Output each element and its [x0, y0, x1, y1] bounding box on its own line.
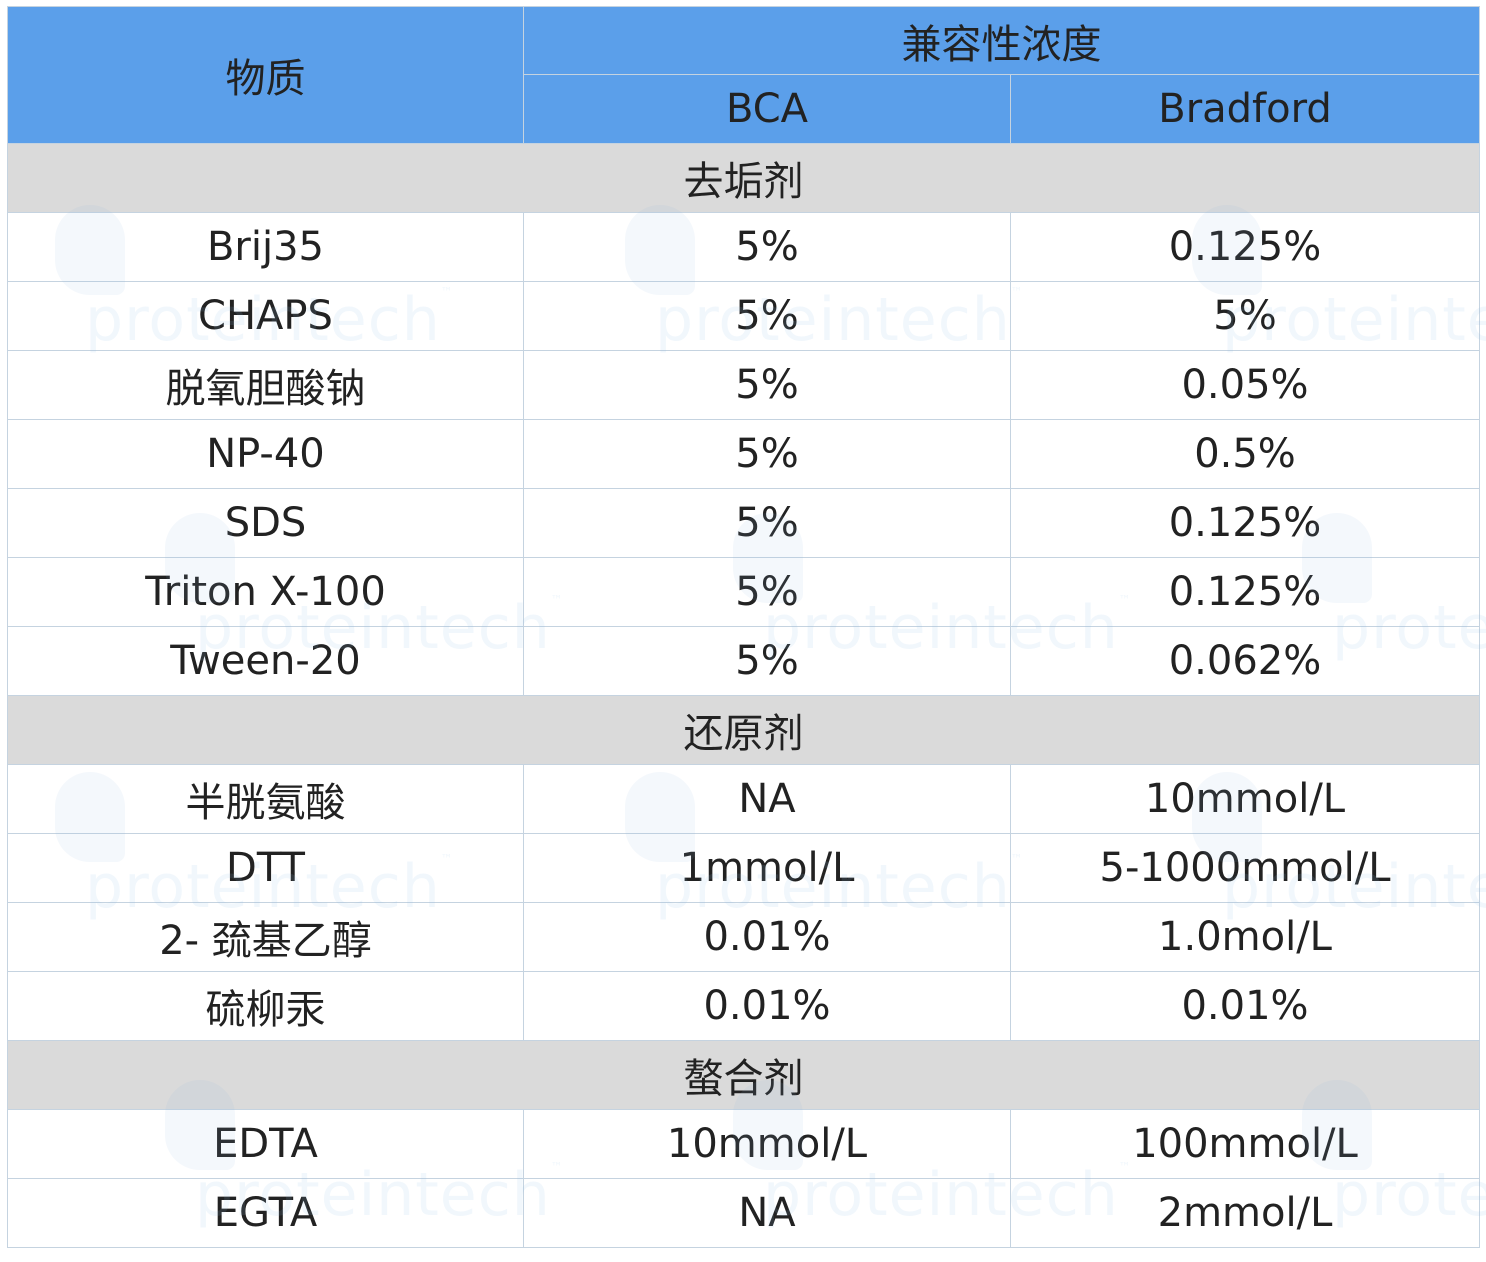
table-row: CHAPS 5% 5% — [7, 281, 1480, 351]
substance-cell: 脱氧胆酸钠 — [7, 350, 524, 420]
substance-cell: 半胱氨酸 — [7, 764, 524, 834]
substance-cell: 硫柳汞 — [7, 971, 524, 1041]
substance-cell: Brij35 — [7, 212, 524, 282]
header-bca: BCA — [523, 74, 1011, 144]
bradford-cell: 0.125% — [1010, 488, 1480, 558]
table-row: 脱氧胆酸钠 5% 0.05% — [7, 350, 1480, 420]
bradford-cell: 0.5% — [1010, 419, 1480, 489]
bca-cell: 10mmol/L — [523, 1109, 1011, 1179]
table-row: Brij35 5% 0.125% — [7, 212, 1480, 282]
substance-cell: Tween-20 — [7, 626, 524, 696]
substance-cell: SDS — [7, 488, 524, 558]
table-row: 2- 巯基乙醇 0.01% 1.0mol/L — [7, 902, 1480, 972]
header-substance: 物质 — [7, 6, 524, 144]
table-row: Triton X-100 5% 0.125% — [7, 557, 1480, 627]
bradford-cell: 10mmol/L — [1010, 764, 1480, 834]
bca-cell: 5% — [523, 626, 1011, 696]
category-label: 螯合剂 — [7, 1040, 1480, 1110]
table-row: SDS 5% 0.125% — [7, 488, 1480, 558]
substance-cell: EDTA — [7, 1109, 524, 1179]
substance-cell: CHAPS — [7, 281, 524, 351]
bca-cell: 5% — [523, 419, 1011, 489]
category-label: 还原剂 — [7, 695, 1480, 765]
table-row: NP-40 5% 0.5% — [7, 419, 1480, 489]
table-header: 物质 兼容性浓度 BCA Bradford — [7, 6, 1480, 144]
bca-cell: 1mmol/L — [523, 833, 1011, 903]
substance-cell: Triton X-100 — [7, 557, 524, 627]
table-body: 去垢剂 Brij35 5% 0.125% CHAPS 5% 5% 脱氧胆酸钠 5… — [7, 143, 1480, 1248]
bca-cell: 0.01% — [523, 902, 1011, 972]
category-row: 还原剂 — [7, 695, 1480, 765]
table-row: Tween-20 5% 0.062% — [7, 626, 1480, 696]
substance-cell: DTT — [7, 833, 524, 903]
bradford-cell: 0.05% — [1010, 350, 1480, 420]
bradford-cell: 0.125% — [1010, 212, 1480, 282]
substance-cell: EGTA — [7, 1178, 524, 1248]
substance-cell: 2- 巯基乙醇 — [7, 902, 524, 972]
bca-cell: 5% — [523, 212, 1011, 282]
bca-cell: 5% — [523, 557, 1011, 627]
header-bradford: Bradford — [1010, 74, 1480, 144]
compatibility-table: 物质 兼容性浓度 BCA Bradford 去垢剂 Brij35 5% 0.12… — [7, 6, 1480, 1248]
substance-cell: NP-40 — [7, 419, 524, 489]
bradford-cell: 0.125% — [1010, 557, 1480, 627]
category-label: 去垢剂 — [7, 143, 1480, 213]
table-row: EGTA NA 2mmol/L — [7, 1178, 1480, 1248]
bca-cell: NA — [523, 764, 1011, 834]
bradford-cell: 5% — [1010, 281, 1480, 351]
bca-cell: NA — [523, 1178, 1011, 1248]
category-row: 去垢剂 — [7, 143, 1480, 213]
bca-cell: 5% — [523, 281, 1011, 351]
table-row: DTT 1mmol/L 5-1000mmol/L — [7, 833, 1480, 903]
bradford-cell: 1.0mol/L — [1010, 902, 1480, 972]
bca-cell: 5% — [523, 488, 1011, 558]
bradford-cell: 100mmol/L — [1010, 1109, 1480, 1179]
category-row: 螯合剂 — [7, 1040, 1480, 1110]
table-row: 半胱氨酸 NA 10mmol/L — [7, 764, 1480, 834]
bradford-cell: 5-1000mmol/L — [1010, 833, 1480, 903]
bradford-cell: 0.062% — [1010, 626, 1480, 696]
bca-cell: 5% — [523, 350, 1011, 420]
table-row: 硫柳汞 0.01% 0.01% — [7, 971, 1480, 1041]
header-compatible-concentration: 兼容性浓度 — [523, 6, 1480, 75]
bca-cell: 0.01% — [523, 971, 1011, 1041]
bradford-cell: 2mmol/L — [1010, 1178, 1480, 1248]
bradford-cell: 0.01% — [1010, 971, 1480, 1041]
table-row: EDTA 10mmol/L 100mmol/L — [7, 1109, 1480, 1179]
